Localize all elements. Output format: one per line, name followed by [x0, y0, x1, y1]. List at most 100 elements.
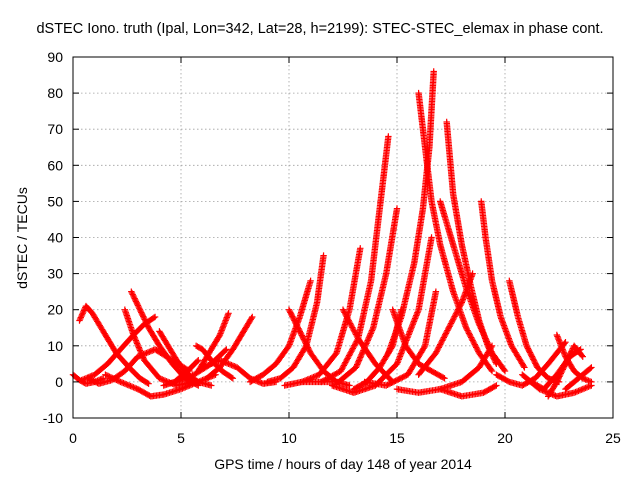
- data-point: [446, 323, 453, 330]
- y-tick-label: 80: [47, 85, 63, 101]
- data-point: [343, 313, 350, 320]
- axis-ticks: 0 5 10 15 20 25 -10 0 10 20 30 40 50 60 70 80 90: [43, 49, 621, 446]
- data-point: [144, 379, 151, 387]
- data-point: [573, 388, 581, 395]
- data-point: [348, 348, 355, 355]
- data-series-38: [553, 331, 595, 386]
- data-point: [147, 348, 154, 355]
- data-point: [436, 342, 443, 350]
- data-point: [585, 383, 592, 390]
- data-point: [183, 383, 190, 390]
- data-point: [213, 358, 221, 365]
- data-point: [111, 376, 119, 383]
- data-series-25: [361, 288, 440, 389]
- data-point: [320, 252, 327, 259]
- data-point: [186, 382, 193, 389]
- data-point: [114, 377, 121, 384]
- data-point: [307, 277, 314, 285]
- data-point: [583, 376, 591, 384]
- data-point: [478, 326, 485, 334]
- data-point: [343, 356, 351, 363]
- data-point: [440, 334, 447, 341]
- data-point: [441, 375, 448, 382]
- data-point: [79, 310, 86, 317]
- data-point: [454, 307, 461, 315]
- data-point: [575, 387, 582, 395]
- data-point: [249, 313, 256, 321]
- data-point: [130, 384, 137, 391]
- data-point: [352, 329, 359, 337]
- data-point: [487, 366, 495, 373]
- data-point: [366, 333, 373, 340]
- chart-title: dSTEC Iono. truth (Ipal, Lon=342, Lat=28…: [36, 21, 604, 37]
- data-point: [189, 381, 196, 388]
- data-series-9: [160, 357, 202, 389]
- data-point: [475, 320, 483, 328]
- data-point: [438, 338, 445, 345]
- data-point: [504, 377, 512, 385]
- data-point: [537, 386, 545, 393]
- data-series-40: [519, 371, 595, 400]
- data-point: [106, 373, 113, 380]
- data-point: [493, 382, 500, 389]
- data-point: [364, 337, 371, 344]
- data-point: [572, 388, 579, 396]
- data-point: [483, 336, 490, 344]
- data-point: [356, 355, 363, 363]
- data-point: [160, 376, 167, 384]
- data-point: [444, 325, 452, 333]
- data-series-16: [264, 252, 327, 386]
- data-point: [477, 325, 485, 332]
- data-point: [355, 358, 362, 365]
- data-point: [476, 322, 483, 329]
- data-point: [182, 375, 189, 382]
- data-point: [437, 341, 444, 348]
- data-point: [450, 314, 458, 322]
- x-tick-label: 20: [497, 430, 513, 446]
- data-point: [540, 387, 548, 395]
- data-point: [568, 348, 575, 355]
- data-point: [311, 373, 319, 380]
- data-point: [555, 374, 563, 381]
- data-point: [434, 345, 442, 353]
- data-point: [576, 387, 584, 394]
- data-point: [435, 344, 442, 351]
- data-point: [433, 348, 440, 355]
- data-point: [129, 291, 136, 298]
- data-series-18: [281, 245, 364, 389]
- data-series-34: [506, 277, 563, 386]
- data-point: [185, 373, 192, 381]
- data-point: [339, 365, 346, 372]
- data-point: [144, 349, 152, 356]
- data-point: [583, 384, 591, 391]
- data-point: [421, 343, 428, 351]
- data-point: [445, 324, 453, 331]
- data-point: [221, 358, 228, 366]
- data-point: [484, 339, 491, 347]
- data-point: [103, 372, 110, 379]
- data-point: [341, 360, 348, 368]
- data-point: [452, 310, 460, 317]
- data-point: [439, 335, 447, 343]
- data-point: [78, 376, 85, 384]
- data-point: [434, 347, 441, 354]
- data-point: [348, 346, 356, 354]
- data-point: [136, 305, 143, 312]
- data-point: [488, 343, 495, 351]
- data-point: [473, 344, 480, 351]
- data-point: [205, 361, 212, 369]
- data-point: [441, 332, 448, 340]
- data-point: [351, 342, 358, 349]
- data-point: [113, 376, 120, 384]
- data-point: [521, 364, 528, 371]
- data-point: [543, 388, 550, 396]
- data-point: [182, 384, 189, 391]
- data-point: [546, 390, 553, 397]
- data-point: [560, 363, 568, 370]
- data-point: [219, 358, 226, 365]
- data-point: [156, 375, 163, 382]
- data-series-8: [156, 328, 215, 389]
- data-point: [222, 359, 229, 366]
- data-point: [366, 331, 374, 339]
- data-point: [225, 360, 232, 368]
